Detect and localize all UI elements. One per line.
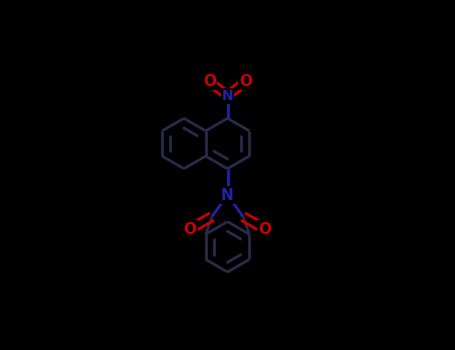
- Text: O: O: [184, 222, 197, 237]
- Text: O: O: [203, 74, 216, 89]
- Text: N: N: [222, 89, 233, 103]
- Text: O: O: [258, 222, 271, 237]
- Text: N: N: [221, 188, 234, 203]
- Text: O: O: [239, 74, 252, 89]
